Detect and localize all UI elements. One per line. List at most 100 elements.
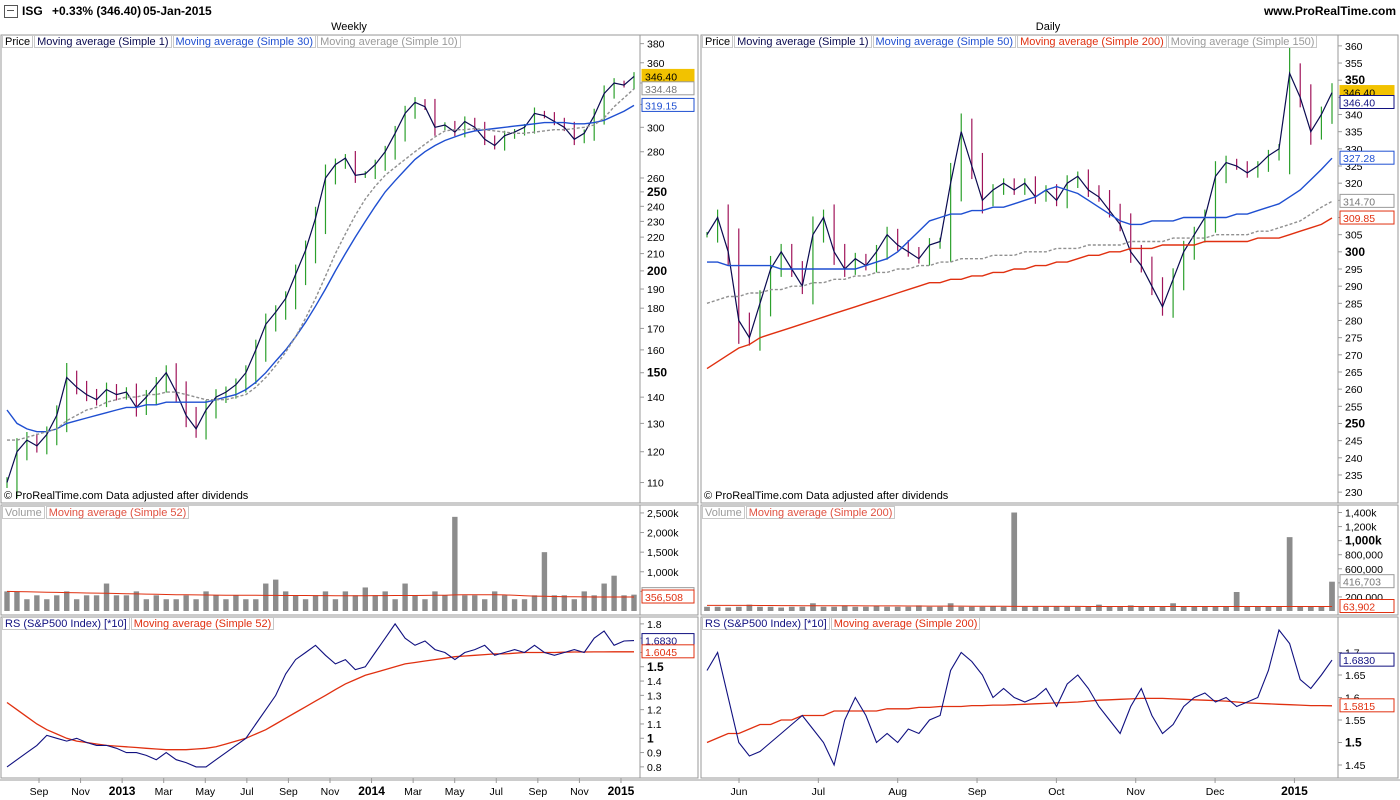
weekly-price-legend: Price Moving average (Simple 1) Moving a… [2, 35, 462, 48]
weekly-rs-ytick-label: 1 [647, 731, 654, 745]
weekly-price-ytick-label: 220 [647, 232, 665, 244]
weekly-volume-bar [143, 599, 150, 611]
daily-volume-bar [1000, 606, 1007, 611]
weekly-volume-bar [491, 591, 498, 611]
daily-vol-ytick-label: 1,000k [1345, 534, 1382, 548]
weekly-volume-bar [571, 599, 577, 611]
weekly-price-ytick-label: 200 [647, 264, 667, 278]
daily-rs-ytick-label: 1.65 [1345, 670, 1366, 682]
weekly-volume-bar [382, 591, 388, 611]
weekly-volume-bar [113, 595, 120, 611]
daily-price-ytick-label: 360 [1345, 41, 1363, 53]
daily-volume-bar [1149, 606, 1155, 611]
weekly-volume-bar [352, 595, 359, 611]
badge-label: 1.5815 [1343, 701, 1375, 713]
weekly-xtick-label: Nov [71, 786, 90, 798]
badge-box [1339, 210, 1395, 225]
weekly-volume-bar [591, 595, 597, 611]
daily-vol-ytick-label: 1,200k [1345, 522, 1377, 534]
legend-ma150-d[interactable]: Moving average (Simple 150) [1167, 35, 1318, 48]
daily-rs-ytick-label: 1.5 [1345, 736, 1362, 750]
badge-box [1339, 193, 1395, 208]
daily-volume-bar [894, 606, 901, 611]
weekly-price-ytick-label: 140 [647, 392, 665, 404]
daily-xtick-label: Nov [1126, 786, 1145, 798]
daily-vol-value-badge: 416,703 [1339, 574, 1395, 589]
legend-rs-ma52[interactable]: Moving average (Simple 52) [130, 617, 275, 630]
legend-ma30[interactable]: Moving average (Simple 30) [172, 35, 317, 48]
legend-rs-ma200-d[interactable]: Moving average (Simple 200) [830, 617, 981, 630]
daily-volume-bar [841, 605, 848, 611]
weekly-volume-legend: Volume Moving average (Simple 52) [2, 506, 190, 519]
daily-rs-line [706, 628, 1333, 767]
weekly-volume-bar [213, 595, 219, 611]
badge-box [641, 644, 695, 659]
legend-volume-d[interactable]: Volume [702, 506, 745, 519]
weekly-volume-bar [223, 599, 229, 611]
daily-volume-bar [1138, 606, 1145, 611]
weekly-rs-ytick-label: 0.8 [647, 762, 662, 774]
daily-price-ytick-label: 305 [1345, 230, 1363, 242]
daily-volume-bar [714, 606, 721, 611]
daily-price-ytick-label: 335 [1345, 127, 1363, 139]
badge-box [641, 81, 695, 96]
weekly-price-ytick-label: 190 [647, 284, 665, 296]
badge-label: 334.48 [645, 84, 677, 96]
weekly-xtick-label: Nov [570, 786, 589, 798]
daily-volume-bar [873, 606, 880, 611]
weekly-volume-bar [64, 591, 70, 611]
legend-ma200-d[interactable]: Moving average (Simple 200) [1017, 35, 1167, 48]
symbol-icon [4, 5, 18, 18]
legend-rs-d[interactable]: RS (S&P500 Index) [*10] [702, 617, 830, 630]
weekly-rs-ytick-label: 1.4 [647, 676, 662, 688]
weekly-vol-ytick-label: 1,500k [647, 547, 679, 559]
daily-volume-bar [1117, 606, 1124, 611]
daily-volume-ma-line [707, 604, 1332, 607]
weekly-volume-bar [203, 591, 209, 611]
weekly-volume-bar [93, 595, 100, 611]
daily-series-line-0 [706, 71, 1333, 340]
weekly-price-ytick-label: 240 [647, 201, 665, 213]
weekly-series-line-0 [6, 75, 635, 483]
legend-ma50-d[interactable]: Moving average (Simple 50) [872, 35, 1017, 48]
legend-price-d[interactable]: Price [702, 35, 734, 48]
weekly-xtick-label: Mar [404, 786, 423, 798]
weekly-volume-bar [531, 595, 538, 611]
site-link[interactable]: www.ProRealTime.com [1263, 4, 1396, 18]
daily-vol-ytick-label: 1,400k [1345, 508, 1377, 520]
legend-price[interactable]: Price [2, 35, 34, 48]
daily-rs-ytick-label: 1.45 [1345, 760, 1366, 772]
legend-ma1[interactable]: Moving average (Simple 1) [34, 35, 172, 48]
legend-ma1-d[interactable]: Moving average (Simple 1) [734, 35, 872, 48]
weekly-volume-bar [581, 591, 587, 611]
weekly-volume-bar [362, 587, 368, 611]
weekly-xtick-label: Sep [30, 786, 49, 798]
weekly-price-ytick-label: 120 [647, 447, 665, 459]
legend-ma10[interactable]: Moving average (Simple 10) [317, 35, 461, 48]
weekly-price-ytick-label: 170 [647, 323, 665, 335]
daily-volume-bar [1297, 606, 1304, 611]
daily-price-ytick-label: 320 [1345, 178, 1363, 190]
badge-label: 1.6045 [645, 647, 677, 659]
daily-volume-bar [852, 606, 859, 611]
weekly-volume-bar [34, 595, 40, 611]
weekly-xtick-label: Nov [321, 786, 340, 798]
weekly-rs-frame [0, 616, 699, 779]
weekly-volume-bar [621, 595, 627, 611]
legend-volume[interactable]: Volume [2, 506, 45, 519]
legend-vol-ma52[interactable]: Moving average (Simple 52) [45, 506, 190, 519]
daily-volume-bar [1212, 606, 1219, 611]
weekly-volume-bar [322, 591, 329, 611]
weekly-xtick-label: 2015 [608, 784, 635, 798]
weekly-volume-bar [501, 595, 508, 611]
change-label: +0.33% (346.40) [52, 4, 142, 18]
daily-volume-bar [746, 604, 753, 611]
weekly-volume-bar [163, 599, 169, 611]
weekly-xtick-label: Mar [155, 786, 174, 798]
daily-rs-value-badge: 1.5815 [1339, 698, 1395, 713]
daily-series-line-2 [706, 217, 1333, 370]
weekly-volume-bar [462, 595, 468, 611]
legend-vol-ma200-d[interactable]: Moving average (Simple 200) [745, 506, 896, 519]
legend-rs[interactable]: RS (S&P500 Index) [*10] [2, 617, 130, 630]
daily-volume-bar [1043, 606, 1049, 611]
